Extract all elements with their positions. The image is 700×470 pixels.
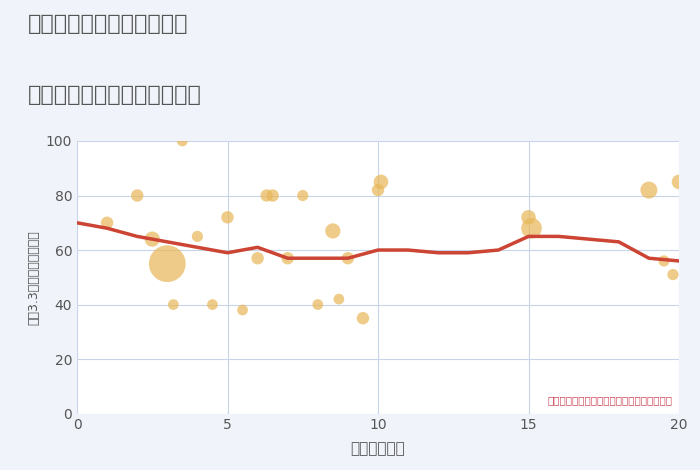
Point (312, 301, 323, 308)
X-axis label: 駅距離（分）: 駅距離（分） (351, 441, 405, 456)
Point (372, 186, 384, 194)
Point (328, 227, 339, 235)
Point (643, 186, 655, 194)
Point (282, 254, 293, 262)
Point (168, 301, 179, 308)
Point (222, 213, 233, 221)
Text: 駅距離別中古マンション価格: 駅距離別中古マンション価格 (28, 85, 202, 105)
Point (162, 260, 173, 267)
Point (658, 257, 669, 265)
Point (252, 254, 263, 262)
Point (297, 192, 308, 199)
Point (673, 178, 685, 186)
Point (357, 314, 368, 322)
Point (132, 192, 143, 199)
Point (192, 233, 203, 240)
Point (333, 295, 344, 303)
Point (375, 178, 386, 186)
Point (176, 137, 188, 145)
Point (526, 225, 537, 232)
Y-axis label: 坪（3.3㎡）単価（万円）: 坪（3.3㎡）単価（万円） (27, 230, 40, 325)
Point (237, 306, 248, 314)
Text: 円の大きさは、取引のあった物件面積を示す: 円の大きさは、取引のあった物件面積を示す (548, 395, 673, 406)
Point (267, 192, 278, 199)
Point (102, 219, 113, 227)
Text: 三重県松阪市飯高町加波の: 三重県松阪市飯高町加波の (28, 14, 188, 34)
Point (523, 213, 534, 221)
Point (147, 235, 158, 243)
Point (261, 192, 272, 199)
Point (667, 271, 678, 278)
Point (342, 254, 354, 262)
Point (207, 301, 218, 308)
